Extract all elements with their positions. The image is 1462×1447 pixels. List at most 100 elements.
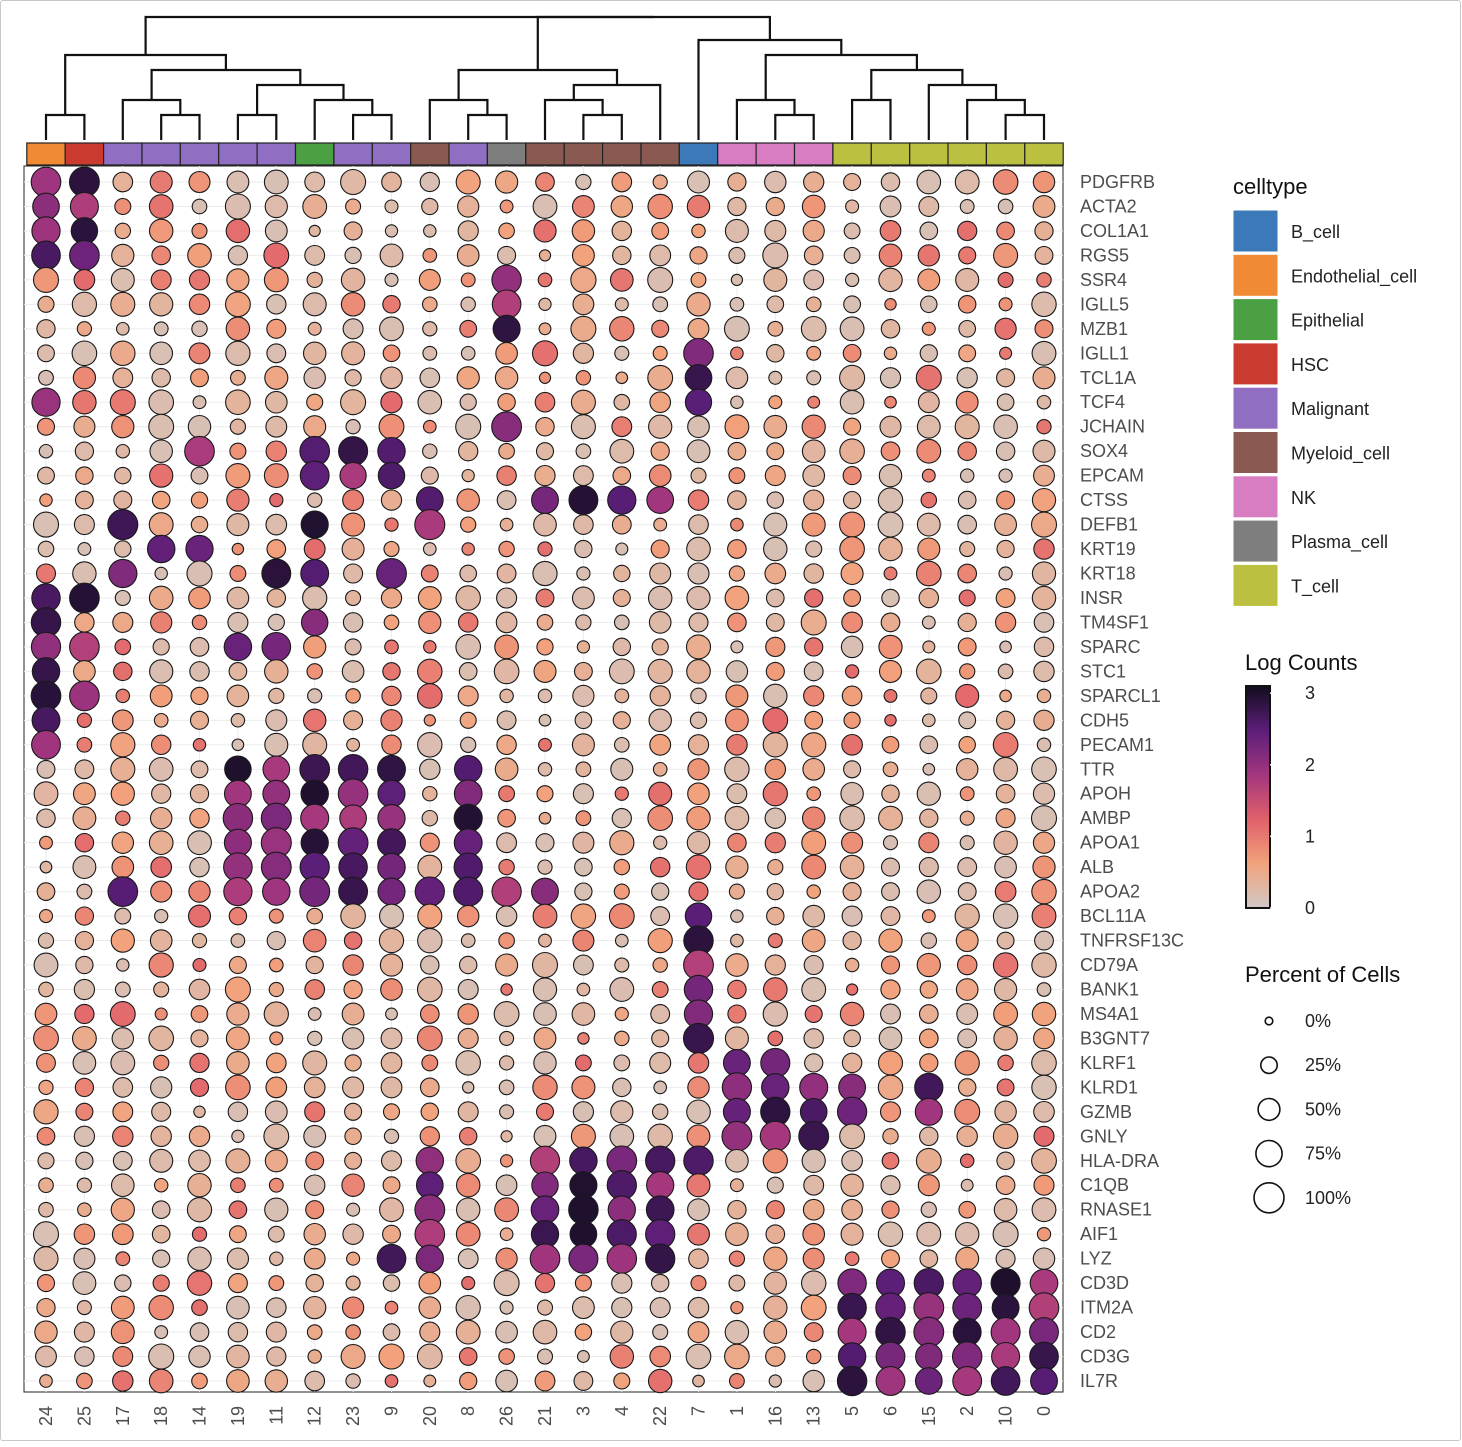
dot-EPCAM-7	[690, 467, 707, 484]
dot-B3GNT7-4	[614, 1030, 630, 1047]
dot-APOH-5	[840, 781, 864, 806]
dot-IGLL1-17	[110, 340, 136, 367]
dot-KRT19-22	[650, 539, 670, 559]
dot-RGS5-9	[379, 243, 404, 268]
dot-INSR-22	[647, 585, 673, 611]
dot-TNFRSF13C-6	[878, 928, 903, 953]
dot-KRT19-5	[839, 536, 865, 562]
dot-ALB-26	[498, 858, 515, 876]
dot-TCF4-26	[497, 392, 516, 412]
dot-PDGFRB-23	[340, 168, 367, 196]
dot-PECAM1-19	[231, 738, 245, 752]
dot-SOX4-2	[957, 441, 977, 461]
dot-RGS5-4	[612, 245, 632, 266]
dot-PDGFRB-13	[803, 171, 825, 193]
dot-DEFB1-3	[573, 514, 594, 535]
dot-SPARC-22	[651, 638, 669, 656]
dot-CD79A-17	[116, 958, 130, 972]
dot-PECAM1-26	[496, 734, 517, 756]
dot-BCL11A-11	[268, 908, 284, 924]
dot-MZB1-21	[538, 322, 552, 336]
dot-CD79A-23	[342, 954, 364, 976]
dot-GZMB-12	[304, 1101, 326, 1123]
dot-MZB1-9	[379, 316, 404, 342]
dot-TCF4-6	[884, 395, 897, 409]
dot-SSR4-4	[609, 268, 634, 292]
dot-CD79A-0	[1031, 952, 1057, 978]
dot-EPCAM-16	[764, 465, 786, 487]
dot-SPARCL1-2	[955, 683, 980, 708]
dot-RGS5-13	[803, 245, 824, 266]
dot-ALB-1	[725, 855, 749, 879]
dot-TNFRSF13C-23	[343, 931, 363, 950]
dot-IGLL5-14	[188, 293, 211, 316]
dot-SPARC-10	[999, 640, 1012, 654]
dot-KRT19-3	[574, 539, 593, 559]
dot-PDGFRB-3	[575, 173, 592, 191]
dot-AMBP-15	[919, 808, 939, 828]
dot-JCHAIN-0	[1036, 419, 1052, 435]
dot-TCL1A-23	[344, 369, 362, 387]
dot-MS4A1-4	[614, 1006, 629, 1022]
dot-ALB-15	[918, 857, 939, 878]
dot-TNFRSF13C-25	[74, 930, 95, 951]
dot-STC1-18	[149, 659, 174, 684]
dot-TM4SF1-8	[457, 612, 479, 633]
dot-PECAM1-14	[192, 738, 207, 752]
dot-BANK1-4	[609, 977, 635, 1002]
dot-TNFRSF13C-21	[538, 933, 552, 948]
dot-APOH-26	[498, 785, 516, 803]
dot-TNFRSF13C-4	[614, 933, 629, 948]
dot-SPARCL1-11	[268, 687, 285, 705]
dot-ALB-0	[1032, 855, 1056, 879]
dot-CTSS-19	[226, 488, 250, 512]
dot-BCL11A-21	[532, 903, 558, 929]
dot-TTR-14	[190, 760, 209, 779]
dot-MS4A1-16	[762, 1001, 788, 1027]
dot-B3GNT7-2	[957, 1028, 978, 1049]
dot-INSR-1	[724, 585, 750, 611]
dot-KRT19-2	[959, 540, 976, 558]
dot-KRT19-26	[498, 540, 515, 558]
dot-BCL11A-25	[74, 906, 95, 926]
dot-CDH5-10	[995, 710, 1016, 730]
dot-SPARCL1-3	[572, 684, 595, 708]
dot-IGLL5-11	[266, 294, 287, 315]
dot-APOA1-6	[882, 835, 899, 851]
dot-SSR4-16	[763, 267, 788, 292]
dot-CTSS-26	[496, 490, 517, 511]
dot-TM4SF1-0	[1033, 612, 1055, 633]
dot-TCF4-25	[72, 389, 97, 415]
dot-KLRF1-14	[189, 1052, 210, 1074]
dot-BCL11A-17	[114, 907, 132, 925]
dot-JCHAIN-26	[491, 411, 523, 443]
dot-CD79A-15	[916, 952, 941, 978]
dot-TM4SF1-26	[495, 611, 518, 634]
dot-ACTA2-11	[264, 194, 288, 219]
dot-PECAM1-6	[881, 735, 900, 754]
dot-MZB1-20	[422, 321, 438, 337]
dot-B3GNT7-22	[651, 1029, 670, 1048]
dot-TM4SF1-16	[765, 612, 785, 632]
dot-KLRD1-23	[342, 1076, 365, 1099]
dot-BCL11A-1	[730, 909, 744, 923]
dot-MZB1-10	[994, 317, 1017, 340]
dot-TTR-7	[687, 758, 710, 781]
dot-APOA2-15	[916, 879, 942, 904]
dot-KRT19-0	[1033, 538, 1055, 560]
dot-BANK1-23	[343, 979, 363, 1000]
dot-PDGFRB-26	[494, 170, 519, 194]
dot-MZB1-5	[839, 316, 865, 342]
dot-DEFB1-26	[499, 517, 514, 532]
dot-B3GNT7-24	[33, 1025, 59, 1052]
dot-ACTA2-14	[191, 198, 208, 215]
dot-MS4A1-0	[1031, 1001, 1057, 1027]
dot-KLRD1-0	[1031, 1074, 1057, 1101]
dot-COL1A1-8	[457, 220, 479, 242]
dot-EPCAM-8	[461, 468, 475, 483]
dot-COL1A1-20	[423, 224, 437, 238]
dot-BCL11A-3	[570, 903, 597, 929]
dot-CDH5-17	[111, 709, 134, 732]
